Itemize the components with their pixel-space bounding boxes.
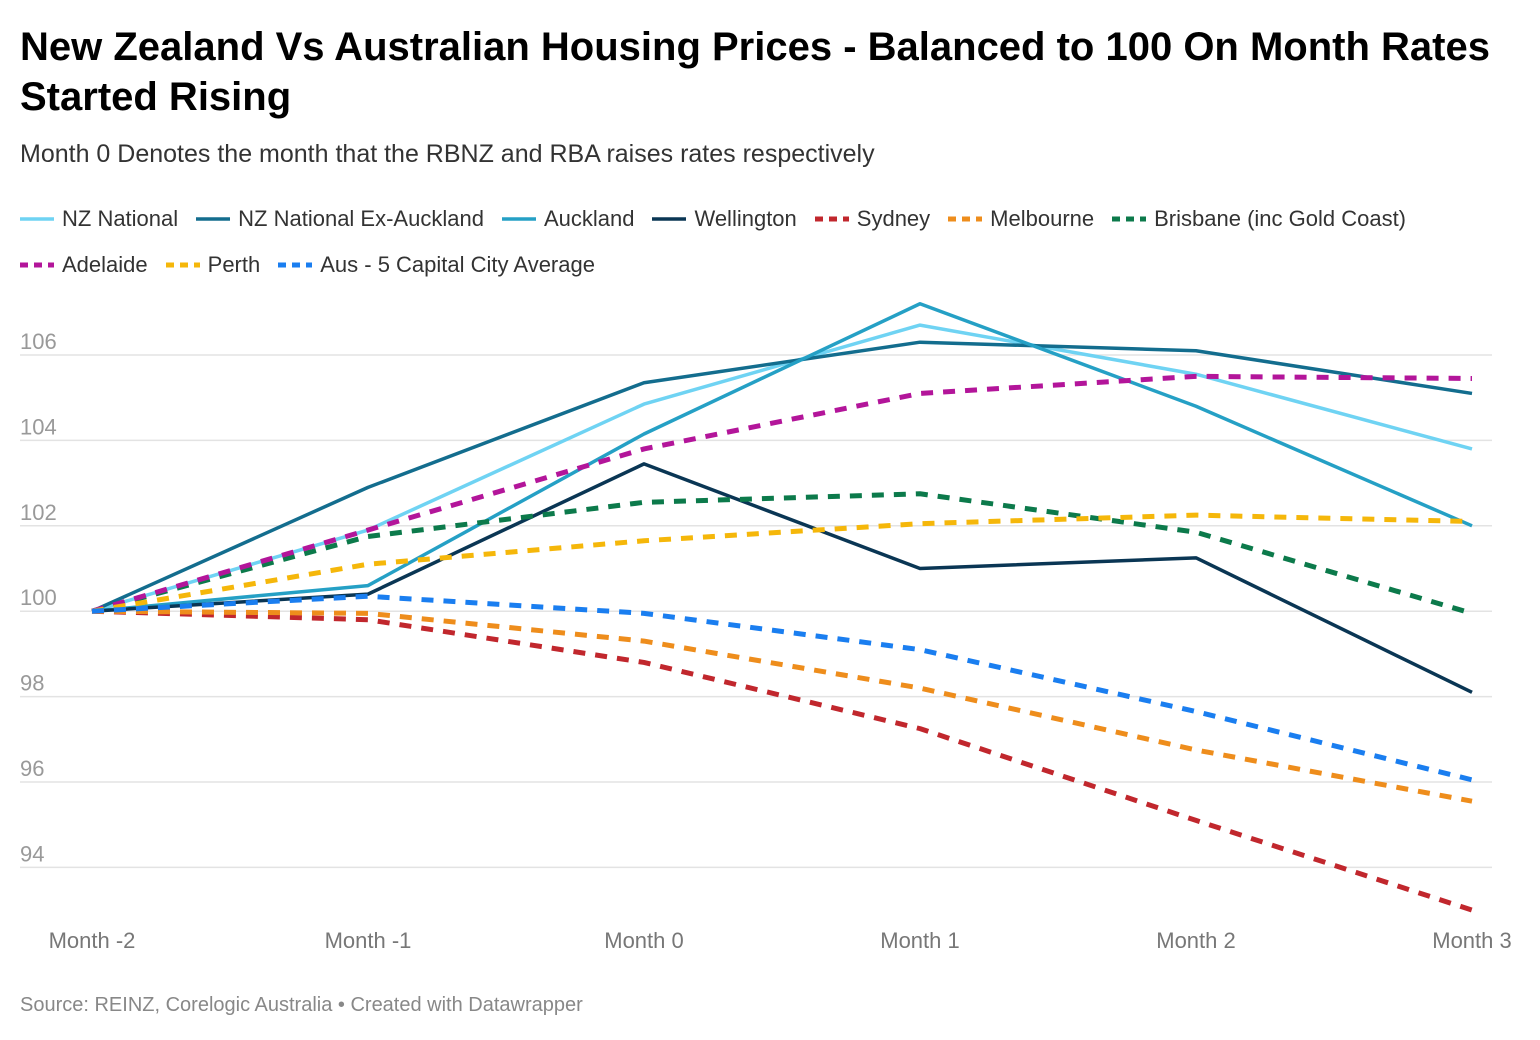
x-tick-label: Month 1 xyxy=(880,928,960,953)
y-tick-label: 100 xyxy=(20,585,57,610)
legend-item: Melbourne xyxy=(948,206,1094,232)
x-tick-label: Month 3 xyxy=(1432,928,1512,953)
legend-label: Wellington xyxy=(694,206,797,231)
series-line-aus-5-capital-city-average xyxy=(91,593,1473,783)
legend-row: NZ National NZ National Ex-Auckland Auckla… xyxy=(20,196,1520,242)
legend-item: Aus - 5 Capital City Average xyxy=(278,252,595,278)
legend-label: NZ National Ex-Auckland xyxy=(238,206,484,231)
legend-swatch xyxy=(165,262,200,268)
legend-item: NZ National xyxy=(20,206,178,232)
legend-swatch xyxy=(278,262,313,268)
series-line-melbourne xyxy=(91,608,1473,804)
legend-item: Perth xyxy=(165,252,261,278)
legend-swatch xyxy=(948,216,983,222)
y-tick-label: 96 xyxy=(20,756,44,781)
legend: NZ National NZ National Ex-Auckland Auckla… xyxy=(20,196,1520,288)
legend-item: Sydney xyxy=(814,206,931,232)
legend-swatch xyxy=(196,217,231,221)
legend-label: Adelaide xyxy=(62,252,148,277)
legend-label: Perth xyxy=(207,252,261,277)
legend-swatch xyxy=(814,216,849,222)
chart-subtitle: Month 0 Denotes the month that the RBNZ … xyxy=(20,140,875,168)
legend-row: Adelaide Perth Aus - 5 Capital City Averag… xyxy=(20,242,1520,288)
chart-title: New Zealand Vs Australian Housing Prices… xyxy=(20,25,1490,119)
x-tick-label: Month 2 xyxy=(1156,928,1236,953)
legend-item: Adelaide xyxy=(20,252,148,278)
y-axis-tick-labels: 94 96 98 100 102 104 106 xyxy=(20,329,57,866)
y-tick-label: 102 xyxy=(20,500,57,525)
series-line-brisbane-inc-gold-coast xyxy=(91,491,1473,616)
series-lines xyxy=(91,302,1473,913)
legend-swatch xyxy=(501,217,536,221)
legend-label: Auckland xyxy=(543,206,635,231)
legend-label: Brisbane (inc Gold Coast) xyxy=(1154,206,1407,231)
y-tick-label: 98 xyxy=(20,671,44,696)
y-tick-label: 104 xyxy=(20,414,57,439)
legend-label: Melbourne xyxy=(990,206,1095,231)
legend-item: Wellington xyxy=(652,206,797,232)
legend-label: Sydney xyxy=(856,206,931,231)
x-tick-label: Month -1 xyxy=(325,928,412,953)
x-axis-tick-labels: Month -2 Month -1 Month 0 Month 1 Month 2 Mon… xyxy=(49,928,1512,953)
legend-swatch xyxy=(20,217,54,221)
legend-item: NZ National Ex-Auckland xyxy=(196,206,484,232)
legend-swatch xyxy=(652,217,687,221)
x-tick-label: Month 0 xyxy=(604,928,684,953)
x-tick-label: Month -2 xyxy=(49,928,136,953)
legend-swatch xyxy=(1112,216,1147,222)
series-line-sydney xyxy=(91,608,1473,913)
legend-swatch xyxy=(20,262,54,268)
series-line-perth xyxy=(91,512,1473,614)
series-line-nz-national-ex-auckland xyxy=(91,340,1473,613)
legend-item: Brisbane (inc Gold Coast) xyxy=(1112,206,1406,232)
y-tick-label: 94 xyxy=(20,841,44,866)
y-tick-label: 106 xyxy=(20,329,57,354)
series-line-auckland xyxy=(91,302,1473,613)
legend-label: Aus - 5 Capital City Average xyxy=(320,252,595,277)
source-note: Source: REINZ, Corelogic Australia • Cre… xyxy=(20,994,583,1016)
series-line-nz-national xyxy=(91,323,1473,613)
legend-item: Auckland xyxy=(501,206,635,232)
legend-label: NZ National xyxy=(62,206,179,231)
gridlines xyxy=(20,354,1492,869)
